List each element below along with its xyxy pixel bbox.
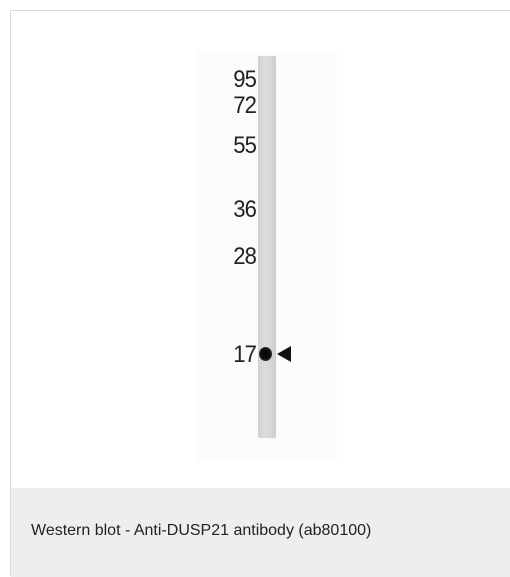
western-blot-image: 95 72 55 36 28 17 [11, 11, 510, 488]
blot-lane [258, 56, 276, 438]
figure-caption: Western blot - Anti-DUSP21 antibody (ab8… [31, 522, 372, 539]
marker-55: 55 [233, 132, 257, 159]
protein-band [259, 347, 272, 361]
marker-95: 95 [233, 66, 257, 93]
marker-28: 28 [233, 243, 257, 270]
figure-card: 95 72 55 36 28 17 Western blot - Anti-DU… [10, 10, 510, 577]
marker-17: 17 [233, 341, 257, 368]
marker-36: 36 [233, 196, 257, 223]
triangle-left-icon [277, 346, 291, 362]
caption-bar: Western blot - Anti-DUSP21 antibody (ab8… [11, 488, 510, 577]
marker-72: 72 [233, 92, 257, 119]
